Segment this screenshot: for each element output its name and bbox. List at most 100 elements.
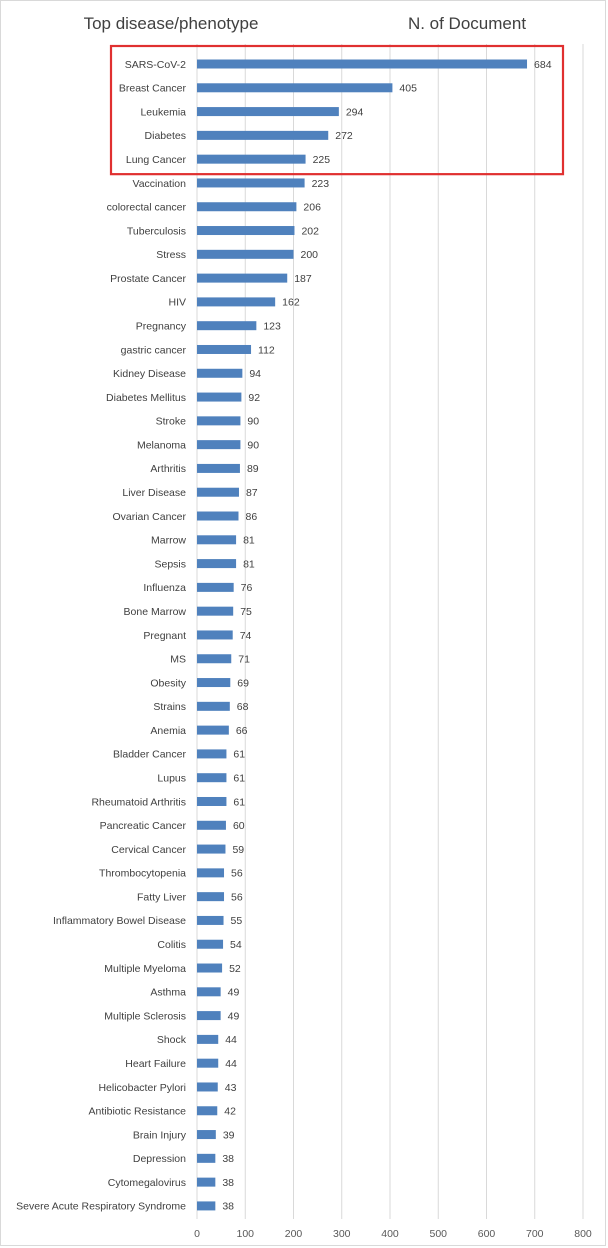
bar bbox=[197, 1177, 216, 1187]
data-label: 61 bbox=[233, 773, 245, 785]
category-label: Tuberculosis bbox=[127, 225, 186, 237]
data-label: 74 bbox=[240, 630, 252, 642]
category-label: Cytomegalovirus bbox=[108, 1177, 186, 1189]
bar bbox=[197, 59, 528, 69]
data-label: 49 bbox=[228, 1010, 240, 1022]
category-label: Kidney Disease bbox=[113, 368, 186, 380]
bar bbox=[197, 1034, 219, 1044]
data-label: 87 bbox=[246, 487, 258, 499]
bars bbox=[197, 59, 528, 1211]
data-label: 69 bbox=[237, 677, 249, 689]
x-axis-ticks: 0 100 200 300 400 500 600 700 800 bbox=[194, 1228, 592, 1240]
category-label: Thrombocytopenia bbox=[99, 868, 186, 880]
bar bbox=[197, 606, 234, 616]
category-label: Multiple Sclerosis bbox=[104, 1010, 186, 1022]
bar bbox=[197, 83, 393, 93]
data-label: 56 bbox=[231, 891, 243, 903]
bar bbox=[197, 535, 237, 545]
data-label: 38 bbox=[222, 1153, 234, 1165]
bar bbox=[197, 487, 239, 497]
bar bbox=[197, 1058, 219, 1068]
bar bbox=[197, 1153, 216, 1163]
x-tick-label: 500 bbox=[429, 1228, 447, 1240]
category-label: Depression bbox=[133, 1153, 186, 1165]
data-label: 123 bbox=[263, 320, 281, 332]
bar bbox=[197, 249, 294, 259]
bar bbox=[197, 416, 241, 426]
data-label: 61 bbox=[233, 749, 245, 761]
bar bbox=[197, 939, 224, 949]
category-label: Ovarian Cancer bbox=[112, 511, 186, 523]
category-label: Stroke bbox=[156, 416, 187, 428]
data-label: 89 bbox=[247, 463, 259, 475]
category-label: Antibiotic Resistance bbox=[89, 1106, 187, 1118]
data-label: 294 bbox=[346, 106, 364, 118]
category-label: HIV bbox=[168, 297, 186, 309]
bar bbox=[197, 273, 288, 283]
data-label: 225 bbox=[313, 154, 331, 166]
bar bbox=[197, 463, 240, 473]
bar bbox=[197, 963, 223, 973]
category-label: Multiple Myeloma bbox=[104, 963, 186, 975]
data-label: 60 bbox=[233, 820, 245, 832]
x-tick-label: 400 bbox=[381, 1228, 399, 1240]
data-label: 43 bbox=[225, 1082, 237, 1094]
bar bbox=[197, 1201, 216, 1211]
category-label: Helicobacter Pylori bbox=[98, 1082, 186, 1094]
data-label: 684 bbox=[534, 59, 552, 71]
highlight-box bbox=[109, 44, 565, 176]
bar bbox=[197, 559, 237, 569]
data-label: 272 bbox=[335, 130, 353, 142]
data-label: 38 bbox=[222, 1201, 234, 1213]
data-label: 92 bbox=[248, 392, 260, 404]
category-label: Pregnant bbox=[143, 630, 186, 642]
data-label: 202 bbox=[301, 225, 319, 237]
category-label: Bladder Cancer bbox=[113, 749, 186, 761]
category-label: Vaccination bbox=[132, 178, 186, 190]
category-label: Pancreatic Cancer bbox=[100, 820, 187, 832]
bar bbox=[197, 701, 230, 711]
bar bbox=[197, 654, 232, 664]
category-label: Stress bbox=[156, 249, 186, 261]
x-tick-label: 600 bbox=[478, 1228, 496, 1240]
data-label: 38 bbox=[222, 1177, 234, 1189]
category-label: Colitis bbox=[157, 939, 186, 951]
category-label: Fatty Liver bbox=[137, 891, 187, 903]
x-tick-label: 200 bbox=[285, 1228, 303, 1240]
category-label: Brain Injury bbox=[133, 1129, 187, 1141]
data-label: 187 bbox=[294, 273, 312, 285]
data-label: 76 bbox=[241, 582, 253, 594]
category-label: colorectal cancer bbox=[107, 202, 187, 214]
data-label: 206 bbox=[303, 202, 321, 214]
data-label: 90 bbox=[247, 439, 259, 451]
category-label: Severe Acute Respiratory Syndrome bbox=[16, 1201, 186, 1213]
bar bbox=[197, 582, 234, 592]
right-header: N. of Document bbox=[408, 14, 526, 33]
bar bbox=[197, 1130, 216, 1140]
category-labels: SARS-CoV-2 Breast Cancer Leukemia Diabetes L… bbox=[16, 59, 187, 1213]
category-label: Prostate Cancer bbox=[110, 273, 186, 285]
category-label: Pregnancy bbox=[136, 320, 187, 332]
bar bbox=[197, 321, 257, 331]
category-label: Marrow bbox=[151, 535, 186, 547]
data-label: 90 bbox=[247, 416, 259, 428]
data-label: 94 bbox=[249, 368, 261, 380]
bar bbox=[197, 844, 226, 854]
data-label: 52 bbox=[229, 963, 241, 975]
bar bbox=[197, 297, 276, 307]
category-label: Rheumatoid Arthritis bbox=[91, 796, 186, 808]
bar bbox=[197, 773, 227, 783]
category-label: Breast Cancer bbox=[119, 83, 187, 95]
data-label: 66 bbox=[236, 725, 248, 737]
category-label: Shock bbox=[157, 1034, 187, 1046]
category-label: Strains bbox=[153, 701, 186, 713]
category-label: MS bbox=[170, 654, 186, 666]
bar bbox=[197, 630, 233, 640]
bar bbox=[197, 868, 225, 878]
x-tick-label: 700 bbox=[526, 1228, 544, 1240]
data-label: 86 bbox=[245, 511, 257, 523]
category-label: Diabetes Mellitus bbox=[106, 392, 186, 404]
data-label: 112 bbox=[258, 344, 275, 356]
category-label: SARS-CoV-2 bbox=[125, 59, 186, 71]
